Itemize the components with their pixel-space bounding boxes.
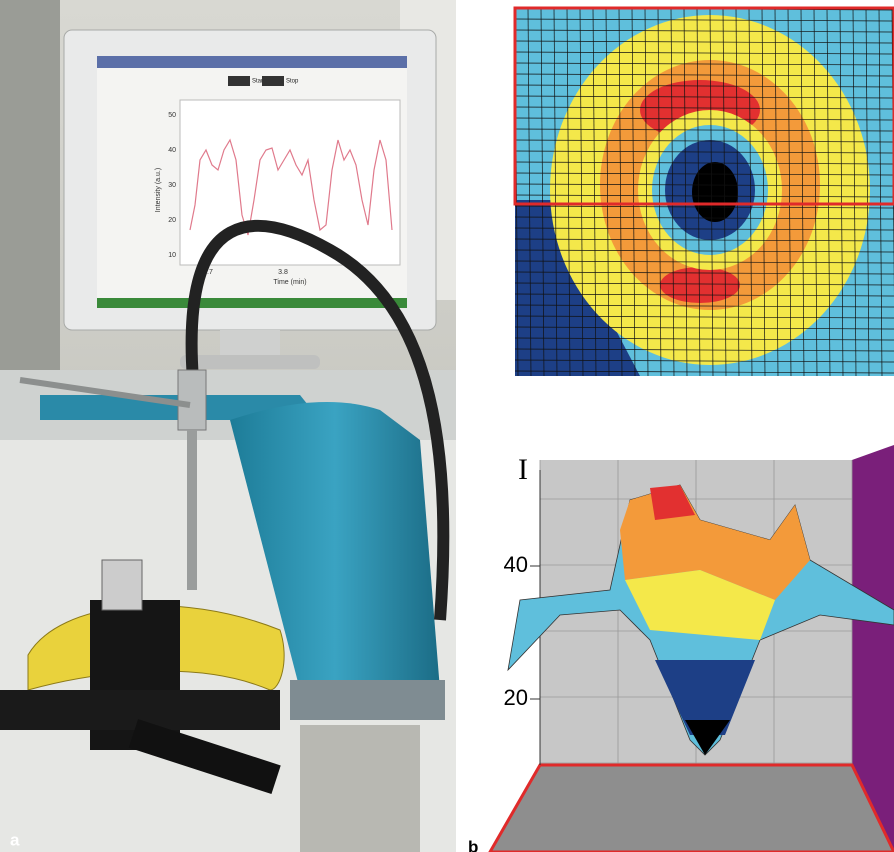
button: [262, 76, 284, 86]
screen-titlebar: [97, 56, 407, 68]
shelf: [0, 0, 60, 380]
housing-base: [290, 680, 445, 720]
panel-label: a: [10, 830, 20, 849]
tick-label: 40: [504, 552, 528, 577]
panel-label: b: [468, 837, 478, 852]
tick-label: 20: [168, 217, 176, 224]
contour-red: [660, 267, 740, 303]
tick-label: 30: [168, 182, 176, 189]
clamp: [178, 370, 206, 430]
y-label: Intensity (a.u.): [155, 168, 162, 212]
surface-plot: I 40 20: [490, 445, 894, 852]
monitor-base: [180, 355, 320, 369]
figure: Start Stop Intensity (a.u.) 5040302010 3…: [0, 0, 894, 852]
tick-label: 50: [168, 112, 176, 119]
tick-label: 40: [168, 147, 176, 154]
micrometer: [102, 560, 142, 610]
taskbar: [97, 298, 407, 308]
button: [228, 76, 250, 86]
box: [300, 725, 420, 852]
floor: [490, 765, 894, 852]
tick-label: 3.8: [278, 269, 288, 276]
button-label: Stop: [286, 79, 299, 85]
probe: [187, 430, 197, 590]
x-label: Time (min): [273, 279, 306, 286]
axis-label: I: [518, 453, 528, 486]
tick-label: 20: [504, 685, 528, 710]
tick-label: 10: [168, 252, 176, 259]
contour-map: [515, 8, 894, 376]
